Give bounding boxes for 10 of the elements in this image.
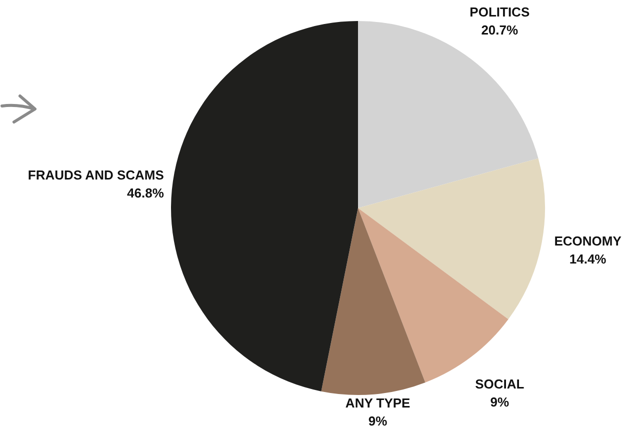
data-label: 46.8% bbox=[127, 185, 164, 200]
data-label: 14.4% bbox=[569, 251, 607, 266]
slice-label: FRAUDS AND SCAMS bbox=[28, 167, 164, 182]
slice-label: ECONOMY bbox=[554, 233, 622, 248]
slice-label: SOCIAL bbox=[475, 376, 524, 392]
slice-label: ANY TYPE bbox=[345, 396, 411, 411]
data-label: 20.7% bbox=[481, 22, 519, 38]
data-label: 9% bbox=[368, 414, 388, 429]
data-label: 9% bbox=[490, 394, 510, 410]
slice-label: POLITICS bbox=[470, 4, 530, 20]
